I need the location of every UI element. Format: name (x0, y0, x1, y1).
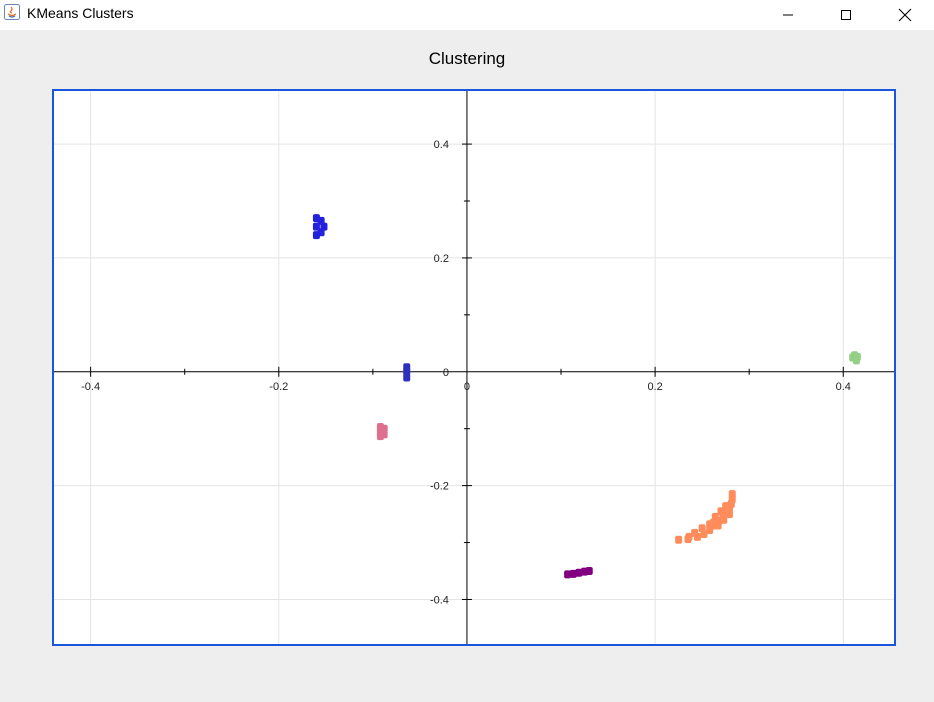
data-point (685, 532, 693, 541)
data-point (585, 567, 593, 575)
data-point (720, 515, 728, 524)
y-tick-label: 0.2 (434, 253, 449, 265)
plot-background (53, 90, 895, 645)
close-icon (898, 8, 912, 22)
data-point (564, 570, 572, 579)
data-point (575, 568, 583, 577)
x-tick-label: 0.4 (836, 381, 851, 393)
y-tick-label: -0.4 (430, 594, 449, 606)
data-point (717, 507, 725, 516)
minimize-button[interactable] (765, 0, 811, 30)
maximize-icon (841, 10, 851, 20)
data-point (569, 569, 577, 578)
chart-title: Clustering (428, 49, 506, 68)
close-button[interactable] (882, 0, 928, 30)
y-tick-label: 0 (443, 367, 449, 379)
y-tick-label: 0.4 (434, 139, 449, 151)
java-app-icon (4, 4, 20, 20)
data-point (380, 430, 388, 439)
minimize-icon (783, 14, 793, 16)
data-point (725, 510, 733, 519)
point-layer (312, 214, 861, 579)
x-tick-label: 0 (464, 381, 470, 393)
data-point (403, 373, 411, 382)
window-titlebar: KMeans Clusters (0, 0, 934, 30)
data-point (709, 518, 717, 527)
x-tick-label: 0.2 (647, 381, 662, 393)
maximize-button[interactable] (823, 0, 869, 30)
tick-label-layer: -0.4 -0.2 0 0.2 0.4 0.4 0.2 -0.2 -0.4 0 (81, 139, 851, 606)
axis-layer (53, 90, 895, 645)
plot-frame (52, 89, 896, 646)
scatter-plot: -0.4 -0.2 0 0.2 0.4 0.4 0.2 -0.2 -0.4 0 (52, 89, 896, 646)
y-tick-label: -0.2 (430, 481, 449, 493)
x-tick-label: -0.2 (269, 381, 288, 393)
data-point (691, 528, 699, 537)
data-point (852, 356, 860, 365)
data-point (698, 524, 706, 533)
data-point (675, 535, 683, 544)
x-tick-label: -0.4 (81, 381, 100, 393)
window-title: KMeans Clusters (27, 5, 134, 21)
data-point (312, 222, 320, 231)
data-point (728, 490, 736, 499)
data-point (320, 222, 328, 231)
